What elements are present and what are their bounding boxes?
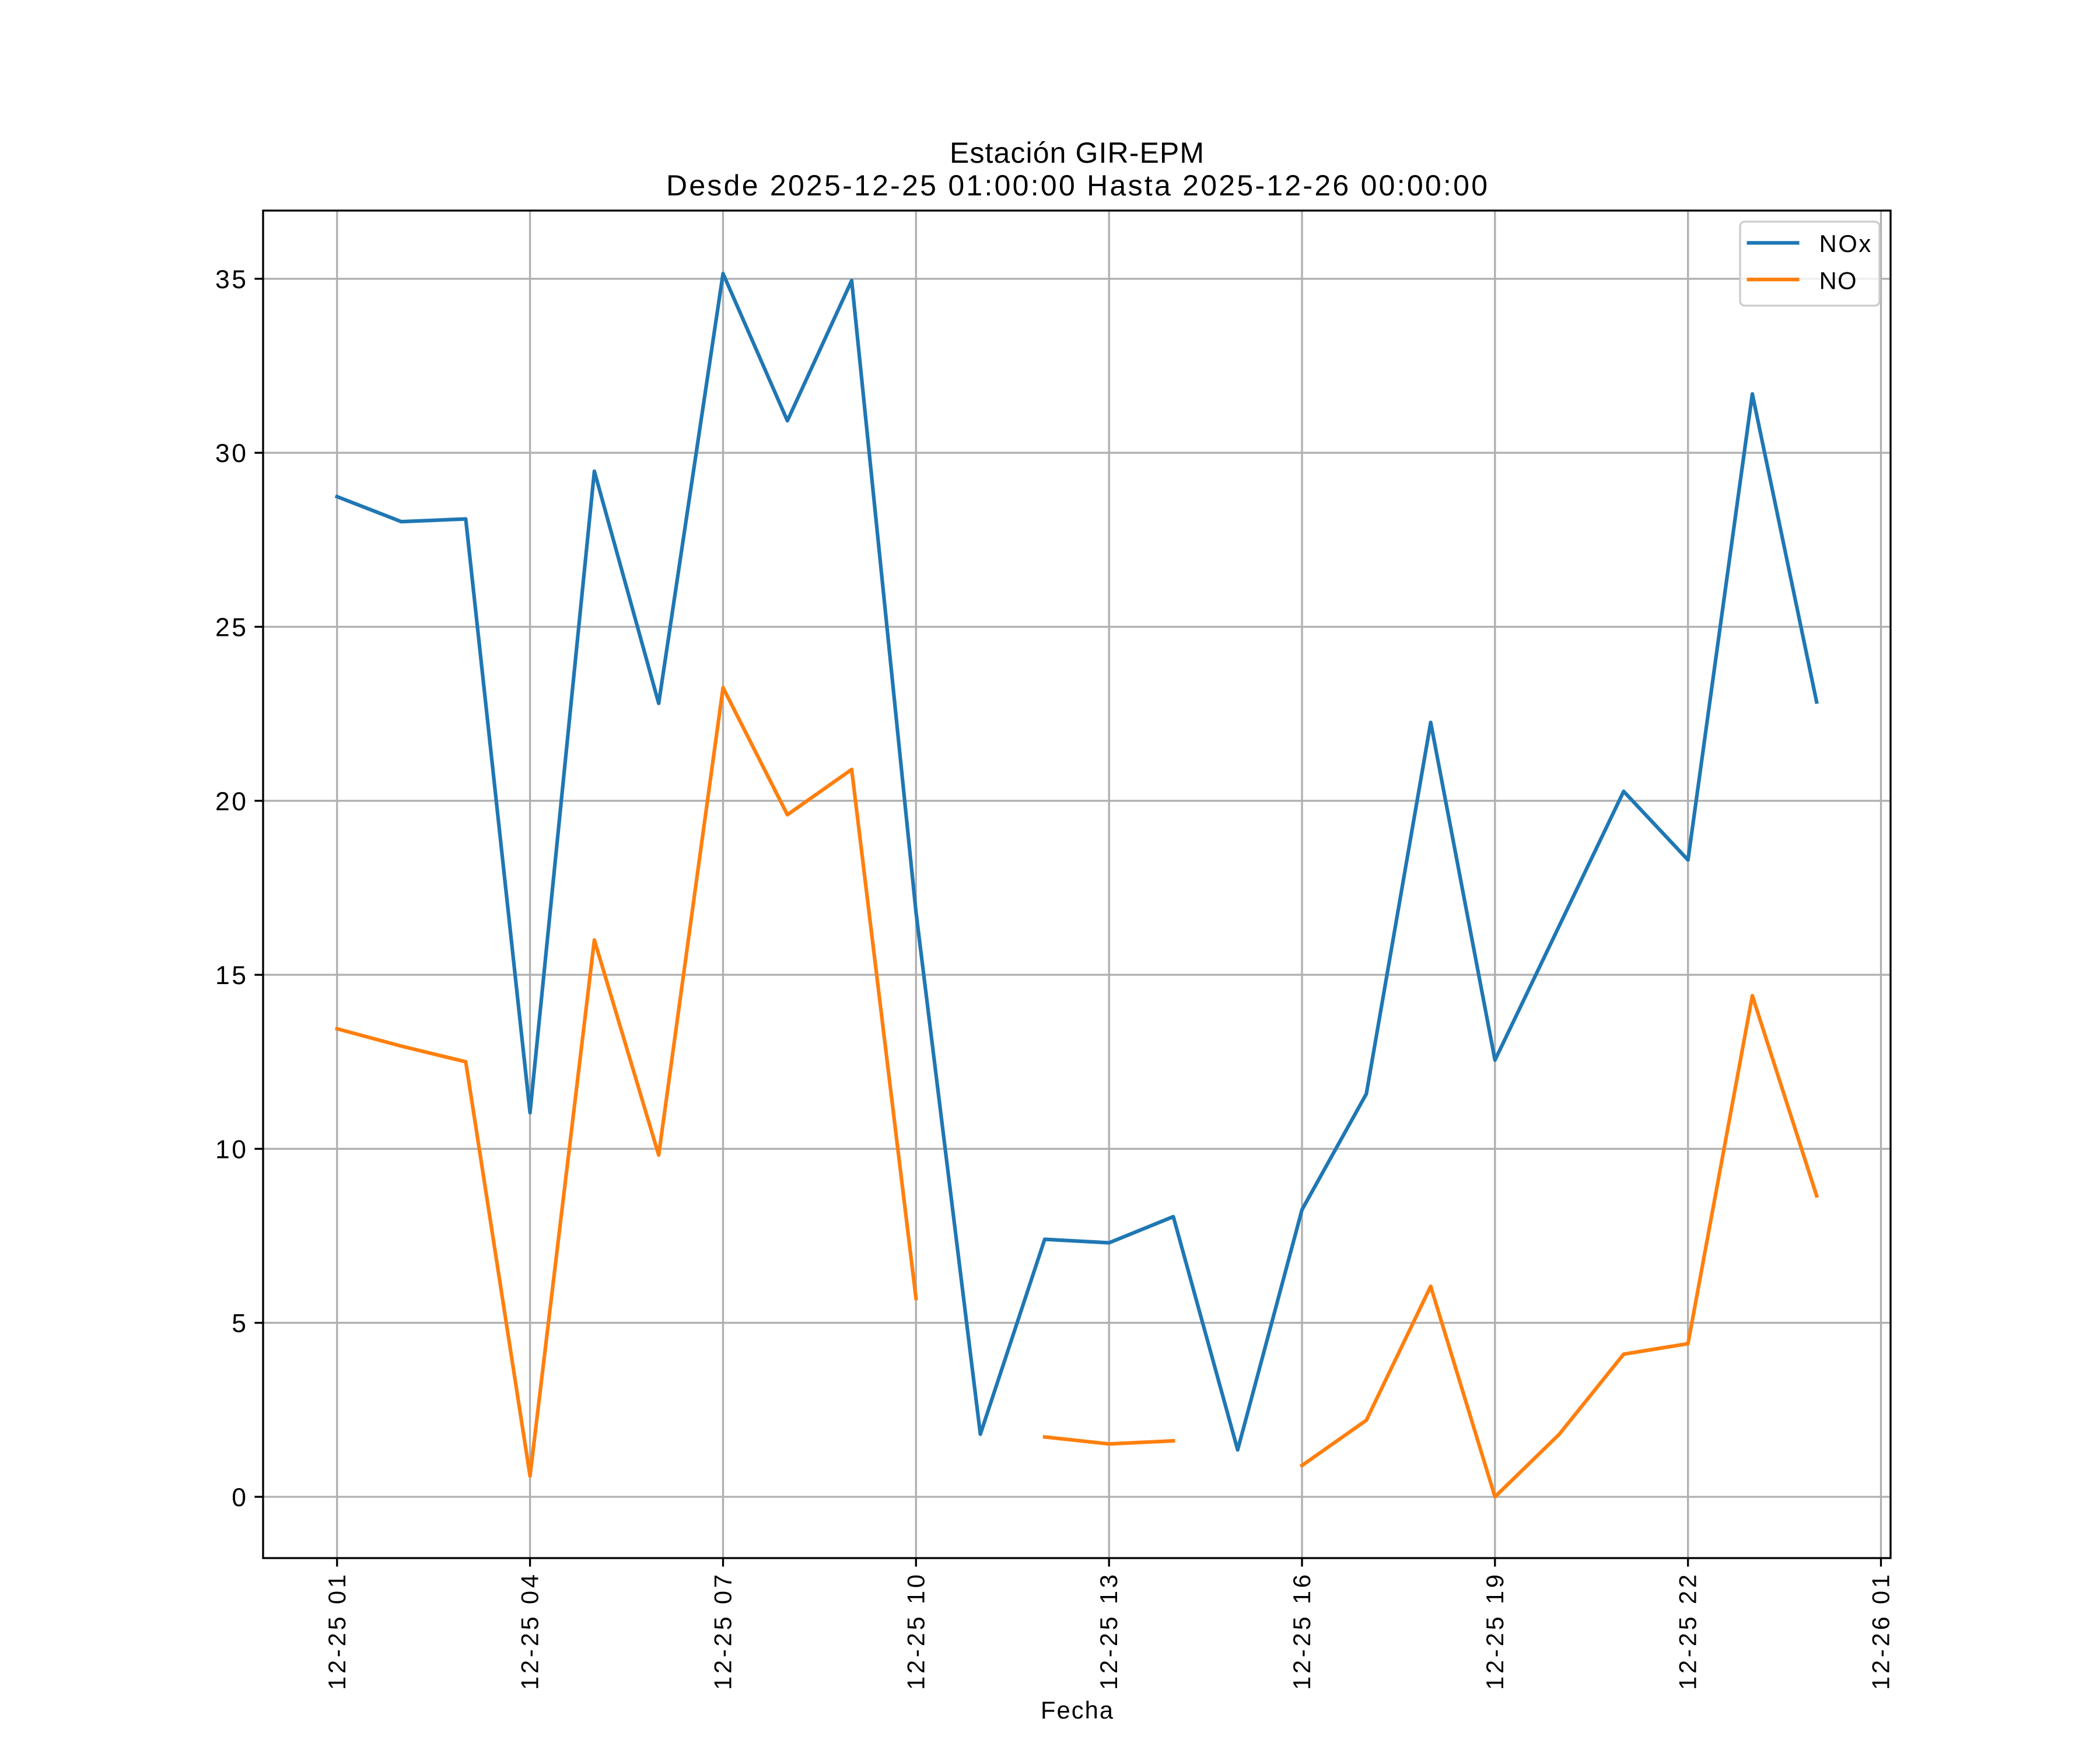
svg-text:NO: NO: [1819, 267, 1857, 294]
svg-text:NOx: NOx: [1819, 230, 1871, 257]
svg-text:5: 5: [232, 1310, 246, 1338]
svg-text:Desde 2025-12-25 01:00:00 Hast: Desde 2025-12-25 01:00:00 Hasta 2025-12-…: [666, 169, 1488, 202]
svg-text:Estación GIR-EPM: Estación GIR-EPM: [950, 136, 1204, 169]
svg-text:0: 0: [232, 1483, 246, 1512]
svg-text:Fecha: Fecha: [1041, 1696, 1114, 1724]
